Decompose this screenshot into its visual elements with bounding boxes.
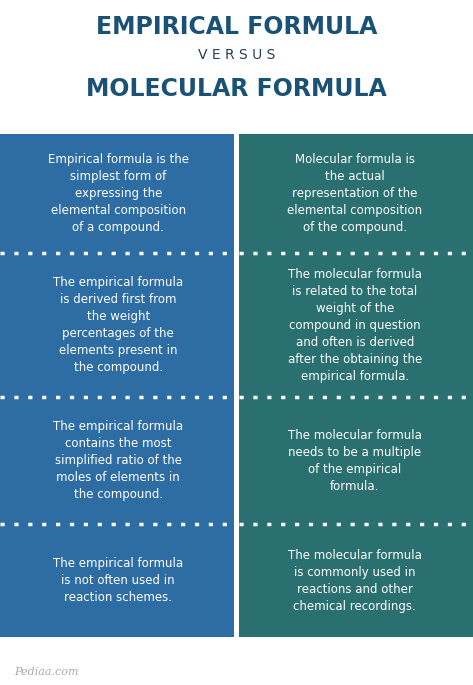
Text: Pediaa.com: Pediaa.com [14,667,79,677]
Bar [239,524,473,637]
Bar [0,134,234,253]
Text: The empirical formula
is derived first from
the weight
percentages of the
elemen: The empirical formula is derived first f… [53,276,184,375]
Text: The empirical formula
contains the most
simplified ratio of the
moles of element: The empirical formula contains the most … [53,420,184,501]
Text: Empirical formula is the
simplest form of
expressing the
elemental composition
o: Empirical formula is the simplest form o… [48,153,189,234]
Text: The molecular formula
is commonly used in
reactions and other
chemical recording: The molecular formula is commonly used i… [288,549,422,612]
Bar [239,397,473,524]
Text: The molecular formula
needs to be a multiple
of the empirical
formula.: The molecular formula needs to be a mult… [288,429,422,493]
Bar [239,134,473,253]
Text: EMPIRICAL FORMULA: EMPIRICAL FORMULA [96,15,377,39]
Bar [0,397,234,524]
Text: The empirical formula
is not often used in
reaction schemes.: The empirical formula is not often used … [53,557,184,604]
Bar [0,524,234,637]
Text: The molecular formula
is related to the total
weight of the
compound in question: The molecular formula is related to the … [288,268,422,383]
Text: V E R S U S: V E R S U S [198,48,275,62]
Bar [0,253,234,397]
Text: Molecular formula is
the actual
representation of the
elemental composition
of t: Molecular formula is the actual represen… [287,153,422,234]
Bar [239,253,473,397]
Text: MOLECULAR FORMULA: MOLECULAR FORMULA [86,77,387,101]
